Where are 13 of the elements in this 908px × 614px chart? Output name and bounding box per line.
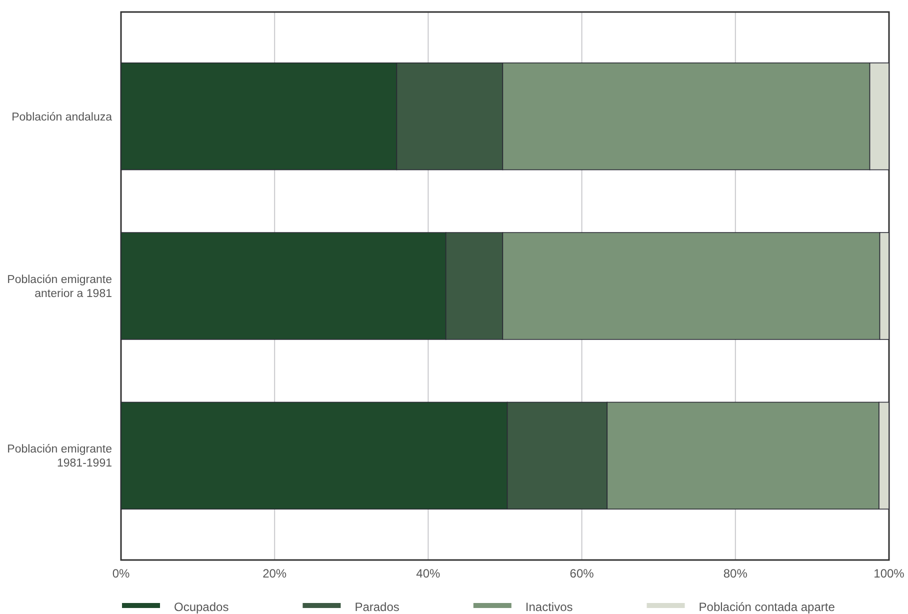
- x-tick-label: 40%: [416, 566, 441, 581]
- legend-label: Población contada aparte: [698, 600, 836, 614]
- y-tick-label: Población emigrante anterior a 1981: [7, 274, 112, 300]
- x-tick-label: 20%: [262, 566, 287, 581]
- x-tick-label: 100%: [874, 566, 905, 581]
- legend-label: Parados: [354, 600, 400, 614]
- x-tick-label: 80%: [723, 566, 748, 581]
- x-tick-label: 0%: [112, 566, 130, 581]
- x-tick-label: 60%: [570, 566, 594, 581]
- y-tick-label: Población emigrante 1981-1991: [7, 444, 112, 470]
- legend-label: Inactivos: [525, 600, 573, 614]
- legend-label: Ocupados: [174, 600, 229, 614]
- y-tick-label: Población andaluza: [12, 111, 113, 124]
